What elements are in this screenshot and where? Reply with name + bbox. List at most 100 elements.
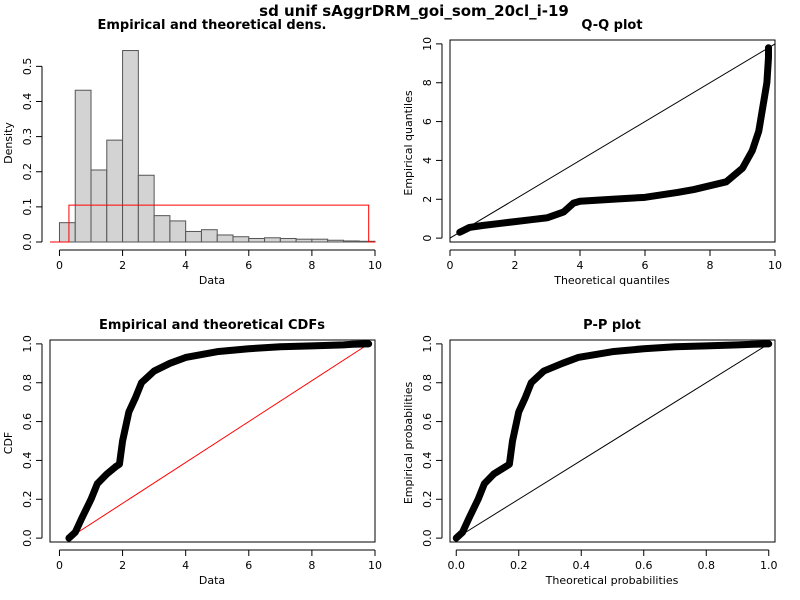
density-y-axis: 0.0 0.1 0.2 0.3 0.4 0.5: [21, 58, 43, 251]
empirical-cdf-point: [277, 343, 284, 350]
density-bar: [169, 220, 187, 243]
qq-point: [570, 200, 577, 207]
qq-y-axis-label: Empirical quantiles: [402, 90, 415, 195]
pp-point: [703, 342, 710, 349]
pp-point: [509, 437, 516, 445]
qq-point: [706, 182, 714, 189]
qq-point: [739, 165, 746, 172]
pp-panel: P-P plot Theoretical probabilities Empir…: [402, 318, 778, 587]
density-bar: [106, 139, 124, 243]
qq-plot-frame: [449, 39, 776, 243]
figure-title: sd unif sAggrDRM_goi_som_20cl_i-19: [259, 2, 569, 20]
qq-x-axis-label: Theoretical quantiles: [553, 274, 670, 287]
density-bar: [248, 237, 266, 243]
qq-point: [456, 229, 463, 236]
qq-point: [576, 198, 584, 205]
density-bar: [122, 50, 139, 243]
cdf-plot-frame: [49, 339, 376, 543]
pp-x-axis-label: Theoretical probabilities: [545, 574, 679, 587]
qq-reference-line: [449, 43, 776, 239]
pp-point: [609, 348, 616, 355]
density-bar: [200, 229, 218, 243]
density-x-axis-label: Data: [199, 274, 225, 287]
pp-point: [459, 529, 466, 536]
pp-y-tick-label: 0.0: [421, 529, 434, 547]
pp-point: [521, 395, 529, 402]
qq-panel: Q-Q plot Theoretical quantiles Empirical…: [402, 18, 782, 287]
empirical-cdf-point: [138, 379, 145, 386]
pp-x-tick-label: 0.4: [573, 559, 591, 572]
qq-y-tick-label: 2: [421, 196, 434, 203]
density-y-tick-label: 0.0: [21, 233, 34, 251]
empirical-cdf-point: [125, 408, 132, 415]
qq-x-tick-label: 2: [512, 259, 519, 272]
cdf-y-tick-label: 0.0: [21, 529, 34, 547]
pp-point: [481, 480, 488, 487]
density-bar: [185, 230, 202, 243]
density-y-tick-label: 0.3: [21, 128, 34, 146]
cdf-x-tick-label: 2: [119, 559, 126, 572]
qq-x-tick-label: 6: [642, 259, 649, 272]
pp-point: [453, 535, 460, 542]
pp-x-tick-label: 0.0: [448, 559, 466, 572]
density-y-tick-label: 0.5: [21, 58, 34, 76]
pp-x-tick-label: 0.8: [698, 559, 716, 572]
density-panel: Empirical and theoretical dens. Data Den…: [2, 18, 382, 287]
empirical-cdf-point: [119, 437, 126, 445]
qq-x-tick-label: 0: [447, 259, 454, 272]
qq-point: [760, 99, 767, 106]
density-x-axis: 0 2 4 6 8 10: [56, 249, 382, 272]
cdf-x-tick-label: 0: [56, 559, 63, 572]
density-bar: [264, 237, 281, 243]
qq-point: [511, 218, 519, 225]
empirical-cdf-point: [94, 480, 101, 487]
cdf-y-axis-label: CDF: [2, 432, 15, 454]
qq-y-axis: 0 2 4 6 8 10: [421, 37, 443, 242]
theoretical-density-line: [50, 204, 375, 243]
qq-point: [749, 147, 756, 154]
density-bar: [232, 236, 250, 243]
density-bars: [58, 50, 376, 243]
pp-y-tick-label: 0.4: [421, 452, 434, 470]
qq-point: [495, 220, 502, 227]
density-bar: [137, 174, 155, 243]
cdf-y-tick-label: 0.2: [21, 491, 34, 509]
pp-point: [559, 360, 566, 367]
empirical-cdf-point: [245, 345, 252, 352]
density-x-tick-label: 0: [56, 259, 63, 272]
density-x-tick-label: 4: [182, 259, 189, 272]
empirical-cdf-points: [65, 340, 372, 542]
qq-y-tick-label: 0: [421, 235, 434, 242]
cdf-x-tick-label: 4: [182, 559, 189, 572]
empirical-cdf-point: [340, 341, 347, 348]
cdf-x-axis: 0 2 4 6 8 10: [56, 549, 382, 572]
density-bar: [153, 215, 171, 243]
cdf-x-tick-label: 6: [245, 559, 252, 572]
qq-y-tick-label: 4: [421, 157, 434, 164]
empirical-cdf-point: [214, 348, 221, 355]
density-x-tick-label: 2: [119, 259, 126, 272]
pp-points: [453, 340, 772, 542]
pp-point: [750, 341, 757, 348]
qq-point: [755, 128, 762, 135]
pp-panel-title: P-P plot: [583, 318, 641, 333]
theoretical-cdf-line: [68, 343, 369, 539]
qq-panel-title: Q-Q plot: [581, 18, 642, 33]
cdf-y-tick-label: 0.8: [21, 374, 34, 392]
cdf-x-tick-label: 8: [308, 559, 315, 572]
qq-y-tick-label: 10: [421, 37, 434, 51]
empirical-cdf-point: [151, 367, 158, 375]
qq-point: [593, 197, 600, 204]
pp-point: [765, 340, 772, 347]
empirical-cdf-point: [308, 342, 315, 349]
pp-point: [475, 496, 482, 503]
pp-point: [515, 408, 522, 415]
qq-point: [479, 222, 486, 229]
qq-point: [609, 196, 616, 203]
qq-point: [763, 79, 770, 86]
pp-point: [503, 463, 510, 470]
density-y-tick-label: 0.1: [21, 198, 34, 216]
pp-y-tick-label: 0.6: [421, 413, 434, 431]
qq-point: [690, 186, 697, 193]
